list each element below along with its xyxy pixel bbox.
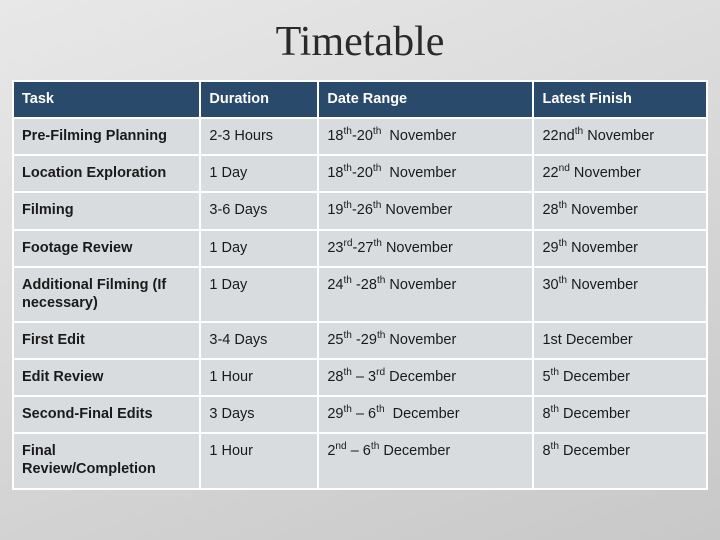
table-row: Location Exploration1 Day18th-20th Novem…: [13, 155, 707, 192]
cell-date-range: 28th – 3rd December: [318, 359, 533, 396]
cell-latest-finish: 22nd November: [533, 155, 707, 192]
col-latest-finish: Latest Finish: [533, 81, 707, 118]
cell-latest-finish: 1st December: [533, 322, 707, 359]
table-row: Second-Final Edits3 Days29th – 6th Decem…: [13, 396, 707, 433]
cell-task: Filming: [13, 192, 200, 229]
cell-latest-finish: 28th November: [533, 192, 707, 229]
timetable-table: Task Duration Date Range Latest Finish P…: [12, 80, 708, 490]
cell-task: Final Review/Completion: [13, 433, 200, 488]
cell-latest-finish: 30th November: [533, 267, 707, 322]
table-row: Final Review/Completion1 Hour2nd – 6th D…: [13, 433, 707, 488]
table-row: First Edit3-4 Days25th -29th November1st…: [13, 322, 707, 359]
col-date-range: Date Range: [318, 81, 533, 118]
table-row: Pre-Filming Planning2-3 Hours18th-20th N…: [13, 118, 707, 155]
cell-date-range: 2nd – 6th December: [318, 433, 533, 488]
cell-duration: 3 Days: [200, 396, 318, 433]
cell-task: First Edit: [13, 322, 200, 359]
cell-date-range: 18th-20th November: [318, 155, 533, 192]
table-row: Edit Review1 Hour28th – 3rd December5th …: [13, 359, 707, 396]
cell-task: Location Exploration: [13, 155, 200, 192]
cell-latest-finish: 5th December: [533, 359, 707, 396]
table-row: Filming3-6 Days19th-26th November28th No…: [13, 192, 707, 229]
cell-date-range: 18th-20th November: [318, 118, 533, 155]
cell-task: Pre-Filming Planning: [13, 118, 200, 155]
cell-duration: 2-3 Hours: [200, 118, 318, 155]
table-header-row: Task Duration Date Range Latest Finish: [13, 81, 707, 118]
cell-duration: 1 Hour: [200, 433, 318, 488]
cell-date-range: 29th – 6th December: [318, 396, 533, 433]
cell-date-range: 19th-26th November: [318, 192, 533, 229]
cell-duration: 1 Day: [200, 267, 318, 322]
cell-date-range: 24th -28th November: [318, 267, 533, 322]
table-row: Footage Review1 Day23rd-27th November29t…: [13, 230, 707, 267]
cell-latest-finish: 8th December: [533, 396, 707, 433]
cell-duration: 1 Day: [200, 155, 318, 192]
cell-date-range: 23rd-27th November: [318, 230, 533, 267]
cell-duration: 3-6 Days: [200, 192, 318, 229]
cell-latest-finish: 29th November: [533, 230, 707, 267]
cell-duration: 3-4 Days: [200, 322, 318, 359]
cell-duration: 1 Day: [200, 230, 318, 267]
cell-duration: 1 Hour: [200, 359, 318, 396]
col-task: Task: [13, 81, 200, 118]
cell-date-range: 25th -29th November: [318, 322, 533, 359]
cell-latest-finish: 8th December: [533, 433, 707, 488]
cell-task: Second-Final Edits: [13, 396, 200, 433]
table-row: Additional Filming (If necessary)1 Day24…: [13, 267, 707, 322]
cell-latest-finish: 22ndth November: [533, 118, 707, 155]
page-title: Timetable: [0, 0, 720, 80]
col-duration: Duration: [200, 81, 318, 118]
slide: Timetable Task Duration Date Range Lates…: [0, 0, 720, 540]
cell-task: Edit Review: [13, 359, 200, 396]
cell-task: Additional Filming (If necessary): [13, 267, 200, 322]
cell-task: Footage Review: [13, 230, 200, 267]
